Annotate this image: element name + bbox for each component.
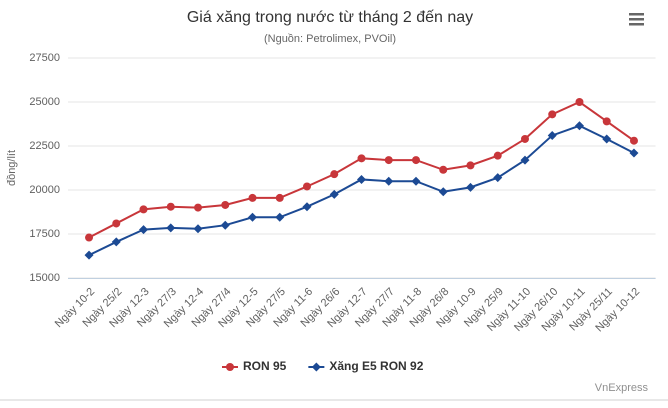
legend-item[interactable]: RON 95 bbox=[222, 359, 287, 373]
data-point bbox=[248, 193, 257, 202]
data-point bbox=[548, 110, 557, 119]
data-point bbox=[466, 161, 475, 170]
legend-marker bbox=[226, 363, 234, 371]
data-point bbox=[520, 155, 530, 165]
data-point bbox=[575, 98, 584, 106]
data-point bbox=[139, 205, 148, 214]
data-point bbox=[275, 193, 284, 202]
data-point bbox=[193, 224, 203, 234]
data-point bbox=[194, 203, 203, 212]
y-tick-label: 22500 bbox=[29, 140, 60, 152]
data-point bbox=[438, 187, 448, 197]
data-point bbox=[84, 250, 94, 260]
credit: VnExpress bbox=[595, 382, 649, 394]
data-point bbox=[493, 151, 502, 160]
data-point bbox=[602, 117, 611, 126]
data-point bbox=[330, 170, 339, 179]
data-point bbox=[574, 121, 584, 131]
data-point bbox=[85, 233, 94, 242]
data-point bbox=[275, 212, 285, 222]
data-point bbox=[384, 156, 393, 165]
legend-label: RON 95 bbox=[243, 359, 287, 373]
data-point bbox=[629, 136, 638, 145]
y-tick-label: 20000 bbox=[29, 184, 60, 196]
data-point bbox=[111, 237, 121, 247]
data-point bbox=[602, 134, 612, 144]
data-point bbox=[411, 156, 420, 165]
y-axis-label: đồng/lít bbox=[6, 150, 18, 186]
data-point bbox=[166, 202, 175, 211]
data-point bbox=[465, 182, 475, 192]
data-point bbox=[302, 202, 312, 212]
data-point bbox=[166, 223, 176, 233]
menu-button[interactable] bbox=[626, 10, 648, 28]
data-point bbox=[329, 189, 339, 199]
data-point bbox=[629, 148, 639, 158]
data-point bbox=[248, 212, 258, 222]
chart-title: Giá xăng trong nước từ tháng 2 đến nay bbox=[187, 9, 473, 26]
y-tick-label: 27500 bbox=[29, 52, 60, 64]
data-point bbox=[221, 200, 230, 209]
data-point bbox=[139, 225, 149, 235]
legend-item[interactable]: Xăng E5 RON 92 bbox=[308, 359, 424, 373]
data-point bbox=[303, 182, 312, 191]
data-point bbox=[220, 220, 230, 230]
data-point bbox=[439, 165, 448, 174]
data-point bbox=[357, 174, 366, 184]
legend-marker bbox=[311, 362, 321, 372]
data-point bbox=[547, 130, 557, 140]
legend-label: Xăng E5 RON 92 bbox=[329, 359, 423, 373]
data-point bbox=[411, 176, 421, 186]
data-point bbox=[493, 173, 503, 183]
data-point bbox=[112, 219, 121, 228]
data-point bbox=[520, 134, 529, 143]
data-point bbox=[384, 176, 394, 186]
y-tick-label: 15000 bbox=[29, 272, 60, 284]
data-point bbox=[357, 154, 366, 163]
y-tick-label: 17500 bbox=[29, 228, 60, 240]
chart-subtitle: (Nguồn: Petrolimex, PVOil) bbox=[264, 33, 396, 45]
y-tick-label: 25000 bbox=[29, 96, 60, 108]
